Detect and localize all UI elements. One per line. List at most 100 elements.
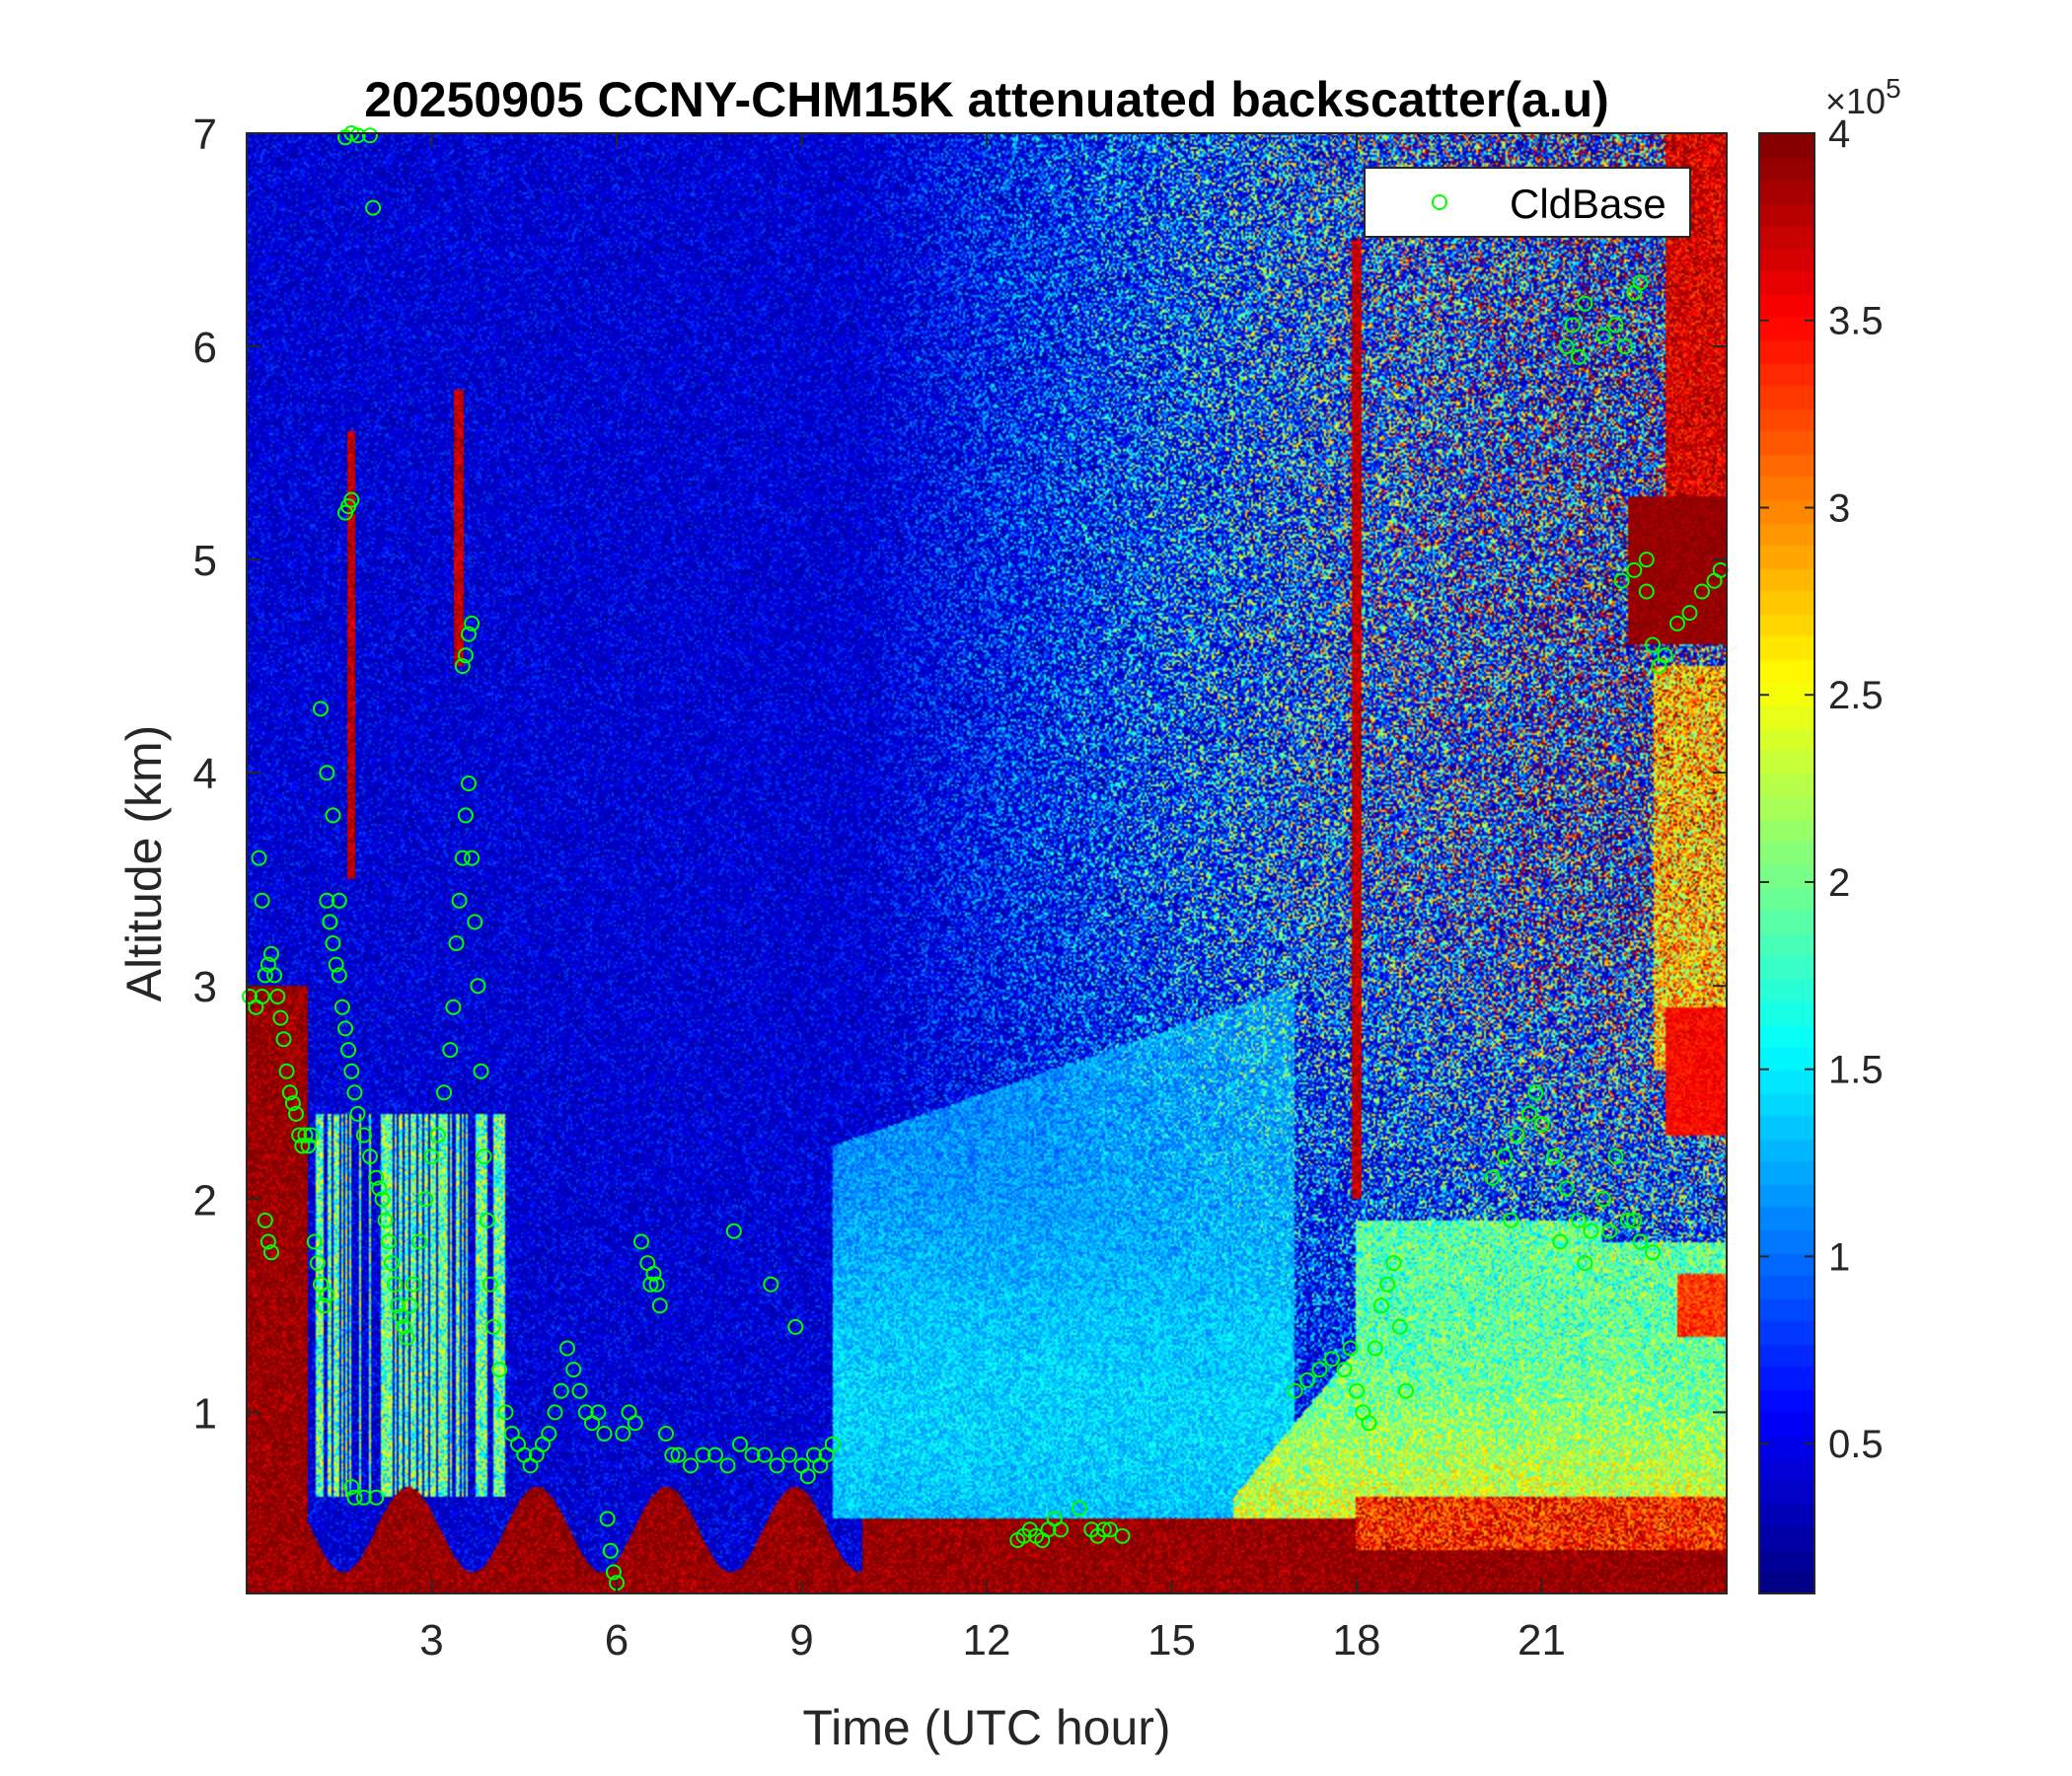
cloud-base-point: [319, 765, 335, 781]
cloud-base-point: [683, 1457, 699, 1474]
legend-marker-cldbase: [1432, 194, 1447, 210]
cloud-base-point: [645, 1265, 662, 1282]
colorbar-tick-label: 2.5: [1828, 674, 1884, 717]
colorbar-tick-label: 1.5: [1828, 1049, 1884, 1092]
cloud-base-point: [362, 1148, 378, 1165]
cloud-base-point: [319, 1287, 335, 1303]
cloud-base-point: [1638, 552, 1655, 568]
cloud-base-point: [1521, 1105, 1537, 1122]
cloud-base-point: [377, 1212, 394, 1228]
cloud-base-point: [1626, 1212, 1643, 1228]
cloud-base-point: [479, 1212, 495, 1228]
y-tick-label: 1: [193, 1389, 217, 1438]
cloud-base-point: [281, 1084, 298, 1101]
cloud-base-point: [605, 1564, 622, 1581]
cloud-base-point: [442, 1042, 459, 1059]
cloud-base-point: [670, 1446, 687, 1463]
cloud-base-point: [254, 892, 270, 909]
cloud-base-point: [251, 850, 267, 866]
colorbar-tick-label: 4: [1828, 112, 1850, 156]
cloud-base-point: [464, 615, 481, 631]
colorbar-tick-label: 3.5: [1828, 300, 1884, 343]
cloud-base-point: [565, 1362, 582, 1378]
cloud-base-point: [328, 956, 344, 973]
backscatter-heatmap: [247, 133, 1727, 1593]
cloud-base-point: [343, 1063, 360, 1079]
y-tick-label: 5: [193, 537, 217, 585]
cloud-base-point: [695, 1446, 711, 1463]
cloud-base-point: [1095, 1521, 1112, 1538]
cloud-base-point: [763, 1276, 779, 1293]
cloud-base-point: [331, 967, 347, 984]
colorbar-frame: [1758, 132, 1815, 1594]
cloud-base-point: [371, 1180, 388, 1197]
cloud-base-point: [1620, 1212, 1636, 1228]
cloud-base-point: [451, 892, 468, 909]
cloud-base-point: [1694, 583, 1710, 600]
plot-area: [247, 133, 1727, 1593]
cloud-base-point: [732, 1436, 748, 1452]
cloud-base-point: [547, 1404, 563, 1421]
cloud-base-point: [423, 1148, 440, 1165]
cloud-base-point: [275, 1031, 292, 1048]
y-axis-label: Altitude (km): [116, 725, 172, 1002]
legend-label-cldbase: CldBase: [1510, 181, 1666, 227]
cloud-base-point: [476, 1148, 492, 1165]
cloud-base-point: [1595, 328, 1611, 344]
x-tick-label: 3: [419, 1616, 443, 1665]
y-tick-label: 4: [193, 750, 217, 798]
cloud-base-point: [393, 1308, 409, 1325]
x-tick-label: 9: [789, 1616, 813, 1665]
cloud-base-point: [288, 1105, 304, 1122]
cloud-base-point: [355, 1127, 372, 1144]
cloud-base-point: [399, 1329, 415, 1346]
y-tick-label: 2: [193, 1176, 217, 1224]
cloud-base-point: [322, 914, 338, 930]
cloud-base-point: [615, 1426, 631, 1442]
cloud-base-point: [1645, 1244, 1661, 1261]
cloud-base-point: [1607, 1148, 1624, 1165]
cloud-base-point: [590, 1404, 607, 1421]
cloud-base-point: [1558, 338, 1575, 355]
cloud-base-point: [1527, 1084, 1544, 1101]
cloud-base-point: [1299, 1371, 1315, 1388]
cloud-base-point: [346, 1084, 363, 1101]
cloud-base-point: [461, 626, 477, 642]
x-tick-label: 21: [1517, 1616, 1566, 1665]
cloud-base-point: [1391, 1318, 1408, 1335]
colorbar-tick-label: 3: [1828, 486, 1850, 530]
cloud-base-point: [497, 1404, 514, 1421]
cloud-base-point: [1607, 317, 1624, 333]
cloud-base-point: [257, 1212, 273, 1228]
cloud-base-point: [457, 647, 474, 664]
cloud-base-point: [1509, 1127, 1525, 1144]
cloud-base-point: [1638, 583, 1655, 600]
cloud-base-point: [263, 945, 279, 962]
y-tick-label: 6: [193, 324, 217, 372]
cloud-base-point: [390, 1297, 407, 1314]
cloud-base-point: [1398, 1382, 1414, 1399]
cloud-base-point: [596, 1426, 613, 1442]
x-tick-label: 6: [605, 1616, 629, 1665]
cloud-base-point: [473, 1063, 489, 1079]
cloud-base-point: [485, 1318, 501, 1335]
cloud-base-point: [491, 1362, 508, 1378]
cloud-base-point: [1632, 274, 1649, 291]
cloud-base-point: [1552, 1233, 1569, 1250]
cloud-base-point: [340, 1042, 357, 1059]
cloud-base-point: [402, 1297, 418, 1314]
cloud-base-point: [380, 1233, 397, 1250]
cloud-base-point: [368, 1489, 385, 1506]
cloud-base-point: [349, 127, 366, 144]
cloud-base-point: [306, 1233, 323, 1250]
cloud-base-point: [319, 892, 335, 909]
cloud-base-point: [541, 1426, 557, 1442]
cloud-base-point: [744, 1446, 761, 1463]
cloud-base-point: [1571, 348, 1587, 365]
cloud-base-point: [651, 1297, 668, 1314]
cloud-base-point: [343, 491, 360, 508]
cloud-base-point: [1577, 295, 1593, 312]
cloud-base-point: [658, 1426, 674, 1442]
cloud-base-point: [1558, 1180, 1575, 1197]
cloud-base-point: [313, 701, 329, 717]
